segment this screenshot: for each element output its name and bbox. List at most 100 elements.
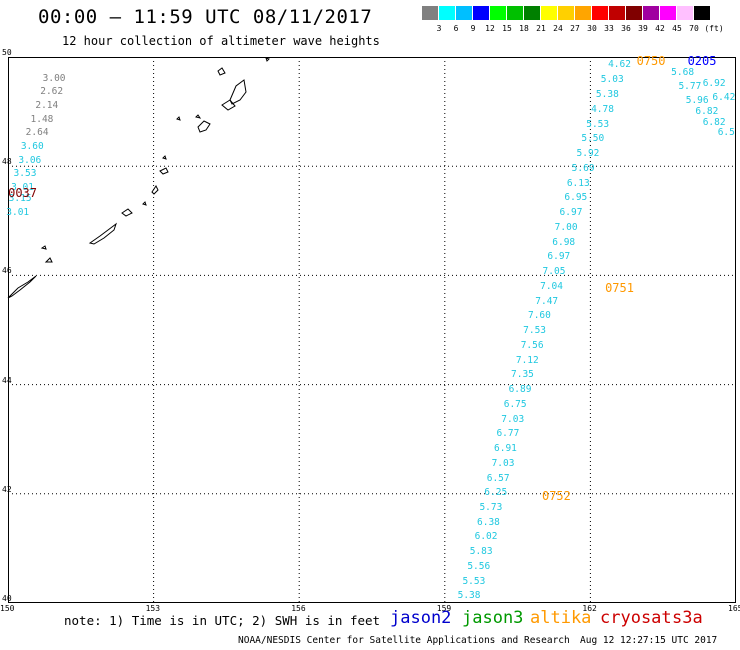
agency-credit: NOAA/NESDIS Center for Satellite Applica…	[238, 635, 570, 646]
wave-height-value: 7.05	[542, 266, 566, 278]
wave-height-value: 7.03	[491, 457, 515, 469]
coastline-island	[142, 201, 147, 206]
longitude-tick-label: 153	[145, 604, 161, 613]
longitude-tick-label: 159	[436, 604, 452, 613]
wave-height-value: 5.92	[576, 148, 600, 160]
longitude-tick-label: 156	[291, 604, 306, 613]
coastline-island	[162, 155, 167, 160]
wave-height-value: 2.62	[40, 86, 64, 98]
wave-height-value: 4.62	[608, 59, 631, 71]
figure-title: 00:00 – 11:59 UTC 08/11/2017	[38, 6, 373, 28]
longitude-tick-label: 162	[582, 604, 597, 613]
pass-time-label: 0751	[605, 281, 634, 296]
wave-height-value: 6.97	[547, 251, 571, 263]
wave-height-value: 5.53	[462, 575, 486, 587]
wave-height-value: 5.77	[678, 81, 702, 93]
scale-label: 45	[672, 24, 682, 33]
wave-height-value: 6.13	[566, 177, 590, 189]
scale-swatch	[490, 6, 507, 20]
wave-height-value: 3.15	[8, 192, 32, 204]
coastline-island	[197, 120, 211, 133]
wave-height-value: 5.56	[467, 560, 491, 572]
wave-height-value: 5.68	[671, 67, 695, 79]
generated-timestamp: Aug 12 12:27:15 UTC 2017	[580, 635, 718, 646]
scale-label: 33	[604, 24, 614, 33]
scale-swatch	[473, 6, 490, 20]
coastline-island	[217, 67, 226, 76]
scale-swatch	[643, 6, 660, 20]
wave-height-value: 6.5	[717, 127, 735, 139]
wave-height-value: 7.56	[520, 339, 544, 351]
scale-label: 24	[553, 24, 563, 33]
wave-height-value: 3.53	[13, 168, 37, 180]
scale-swatch	[541, 6, 558, 20]
scale-label: 15	[502, 24, 512, 33]
scale-swatch	[660, 6, 677, 20]
legend-item-jason2: jason2	[390, 608, 452, 628]
longitude-tick-label: 150	[0, 604, 15, 613]
scale-swatch	[507, 6, 524, 20]
scale-swatch	[626, 6, 643, 20]
coastline-island	[40, 245, 47, 250]
wave-height-value: 7.53	[523, 325, 547, 337]
pass-time-label: 0750	[636, 54, 666, 69]
pass-time-label: 0037	[8, 185, 37, 200]
scale-label: 36	[621, 24, 631, 33]
wave-height-value: 6.97	[559, 207, 583, 219]
coastline-island	[44, 257, 53, 263]
scale-swatch	[677, 6, 694, 20]
scale-label: 70	[689, 24, 699, 33]
wave-height-value: 7.03	[501, 413, 525, 425]
scale-label: 27	[570, 24, 580, 33]
wave-height-value: 6.75	[503, 398, 527, 410]
wave-height-value: 3.06	[18, 154, 42, 166]
scale-label: 30	[587, 24, 597, 33]
scale-swatch	[558, 6, 575, 20]
wave-height-value: 5.03	[600, 73, 624, 85]
scale-swatch	[524, 6, 541, 20]
pass-time-label: 0205	[687, 54, 717, 69]
coastline-island	[176, 116, 181, 121]
legend-item-cryosat: cryosat	[600, 608, 672, 628]
footnote: note: 1) Time is in UTC; 2) SWH is in fe…	[64, 613, 381, 628]
scale-unit: (ft)	[704, 24, 724, 33]
wave-height-value: 5.69	[571, 162, 595, 174]
wave-height-value: 5.96	[685, 94, 709, 106]
wave-height-value: 6.57	[486, 472, 510, 484]
scale-label: 21	[536, 24, 546, 33]
wave-height-value: 6.42	[712, 91, 736, 103]
wave-height-value: 5.38	[595, 89, 619, 101]
coastline-island	[7, 275, 37, 299]
wave-height-value: 7.60	[527, 310, 551, 322]
coastline-island	[229, 79, 247, 105]
latitude-tick-label: 46	[2, 266, 12, 276]
wave-height-value: 5.50	[581, 133, 605, 145]
latitude-tick-label: 40	[2, 594, 12, 603]
wave-height-value: 7.00	[554, 221, 578, 233]
wave-height-value: 6.89	[508, 384, 532, 396]
wave-height-value: 6.98	[552, 236, 576, 248]
scale-label: 42	[655, 24, 665, 33]
coastline-island	[195, 114, 202, 119]
longitude-tick-label: 165	[728, 604, 740, 613]
wave-height-value: 6.82	[702, 116, 726, 128]
scale-swatch	[609, 6, 626, 20]
coastline-island	[121, 208, 133, 217]
wave-height-value: 5.73	[479, 501, 503, 513]
wave-height-value: 6.91	[494, 443, 517, 455]
wave-height-value: 7.12	[515, 354, 539, 366]
latitude-tick-label: 50	[2, 48, 12, 57]
scale-label: 3	[436, 24, 442, 33]
pass-time-label: 0752	[541, 488, 571, 503]
latitude-tick-label: 44	[2, 375, 12, 385]
coastline-island	[88, 222, 117, 245]
wave-height-value: 5.83	[469, 546, 493, 558]
scale-swatch	[575, 6, 592, 20]
wave-height-value: 6.92	[702, 78, 726, 90]
scale-label: 12	[485, 24, 495, 33]
scale-label: 39	[638, 24, 648, 33]
coastline-island	[265, 57, 270, 62]
wave-height-value: 3.00	[42, 72, 66, 84]
